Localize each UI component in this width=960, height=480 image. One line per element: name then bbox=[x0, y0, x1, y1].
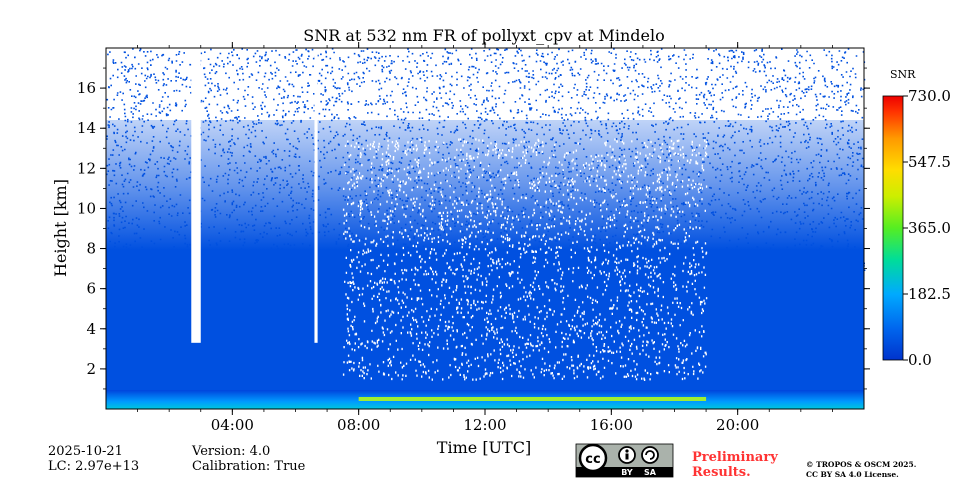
y-tick-label: 16 bbox=[77, 79, 96, 97]
signal-speckle bbox=[106, 48, 866, 350]
heatmap-data-gaps bbox=[191, 48, 318, 343]
y-tick-label: 12 bbox=[77, 159, 96, 177]
y-tick-label: 6 bbox=[86, 280, 96, 298]
cc-logo-icon bbox=[578, 443, 608, 473]
y-axis-label: Height [km] bbox=[51, 179, 70, 277]
heatmap-plot-area bbox=[105, 47, 866, 410]
y-tick-label: 10 bbox=[77, 199, 96, 217]
x-axis-label: Time [UTC] bbox=[437, 438, 531, 457]
cc-by-sa-badge: cc BY SA bbox=[575, 443, 674, 478]
preliminary-results-line2: Results. bbox=[692, 465, 751, 480]
x-tick-label: 04:00 bbox=[211, 416, 254, 434]
colorbar-tick-label: 182.5 bbox=[908, 285, 951, 303]
x-tick-label: 20:00 bbox=[716, 416, 759, 434]
colorbar-tick-label: 365.0 bbox=[908, 219, 951, 237]
colorbar-tick-label: 547.5 bbox=[908, 153, 951, 171]
cc-logo-text: cc bbox=[585, 452, 600, 467]
by-attribution-body bbox=[625, 453, 629, 460]
footer-lc: LC: 2.97e+13 bbox=[48, 459, 139, 474]
y-tick-label: 4 bbox=[86, 320, 96, 338]
copyright-line2: CC BY SA 4.0 License. bbox=[806, 470, 899, 479]
chart-title: SNR at 532 nm FR of pollyxt_cpv at Minde… bbox=[303, 26, 664, 45]
footer-calibration: Calibration: True bbox=[192, 459, 306, 474]
colorbar-tick-label: 730.0 bbox=[908, 87, 951, 105]
heatmap-mid-signal bbox=[106, 120, 864, 250]
y-tick-label: 2 bbox=[86, 360, 96, 378]
x-axis: 04:00 08:00 12:00 16:00 20:00 bbox=[137, 42, 833, 434]
data-gap bbox=[314, 48, 318, 343]
x-tick-label: 08:00 bbox=[337, 416, 380, 434]
heatmap-noise-layer bbox=[106, 48, 866, 381]
colorbar-label: SNR bbox=[890, 68, 916, 81]
y-tick-label: 14 bbox=[77, 119, 96, 137]
x-tick-label: 12:00 bbox=[463, 416, 506, 434]
copyright-line1: © TROPOS & OSCM 2025. bbox=[806, 460, 916, 469]
x-tick-label: 16:00 bbox=[590, 416, 633, 434]
heatmap-high-snr-layer bbox=[358, 396, 707, 401]
y-axis: 2 4 6 8 10 12 14 16 bbox=[77, 67, 870, 390]
sa-label: SA bbox=[644, 468, 657, 477]
footer-date: 2025-10-21 bbox=[48, 444, 123, 459]
footer-version: Version: 4.0 bbox=[191, 444, 270, 459]
by-label: BY bbox=[621, 468, 633, 477]
colorbar bbox=[882, 95, 904, 361]
sa-sharealike-icon bbox=[641, 446, 659, 464]
by-attribution-head bbox=[625, 449, 629, 453]
preliminary-results-line1: Preliminary bbox=[692, 450, 778, 465]
sa-sharealike-arrow bbox=[645, 450, 655, 460]
colorbar-tick-label: 0.0 bbox=[908, 351, 932, 369]
y-tick-label: 8 bbox=[86, 240, 96, 258]
data-gap bbox=[191, 48, 201, 343]
colorbar-ticks: 0.0 182.5 365.0 547.5 730.0 bbox=[903, 87, 951, 369]
